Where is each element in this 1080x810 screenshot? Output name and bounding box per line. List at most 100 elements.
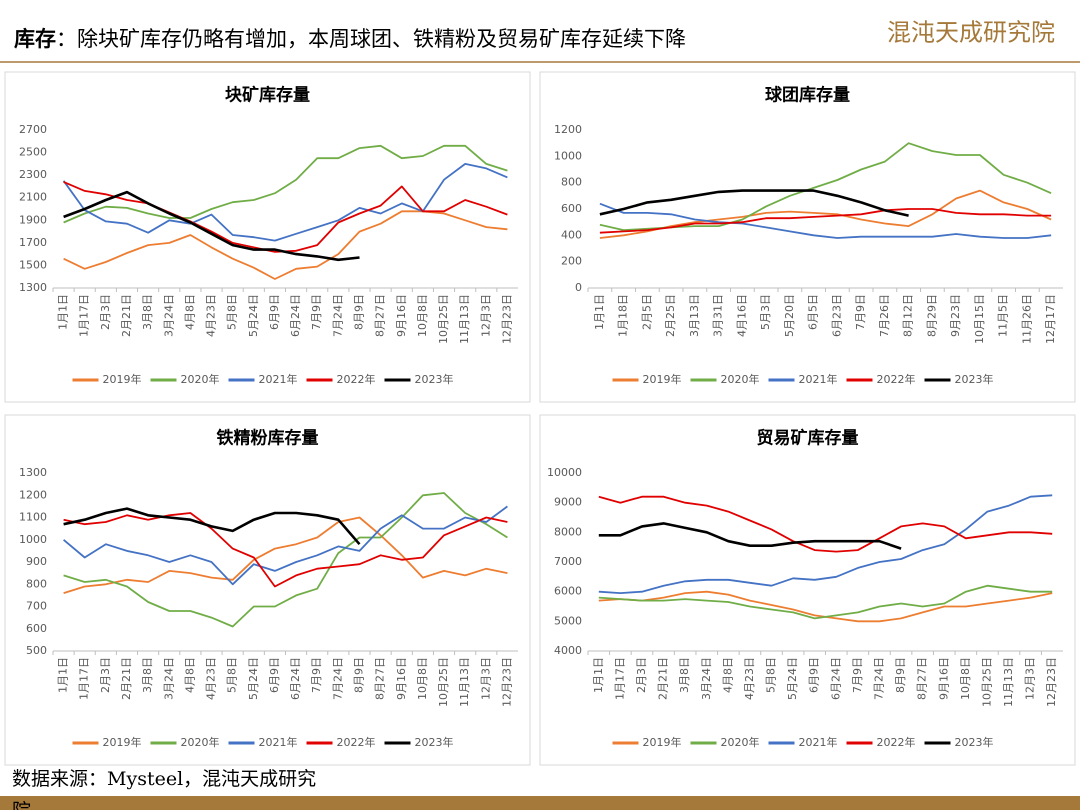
- y-tick-label: 6000: [554, 585, 582, 598]
- series-line: [599, 202, 1052, 239]
- y-tick-label: 800: [26, 577, 47, 590]
- x-tick-label: 6月5日: [807, 294, 820, 330]
- series-line: [63, 190, 360, 262]
- x-tick-label: 11月13日: [1002, 657, 1015, 707]
- x-tick-label: 4月23日: [205, 294, 218, 337]
- legend-label: 2022年: [877, 372, 916, 386]
- footer-cut: 院: [12, 800, 31, 810]
- x-tick-label: 5月8日: [765, 657, 778, 693]
- x-tick-label: 11月13日: [458, 657, 471, 707]
- y-tick-label: 1000: [19, 533, 47, 546]
- y-tick-label: 1100: [19, 511, 47, 524]
- x-tick-label: 2月21日: [120, 657, 133, 700]
- x-tick-label: 3月24日: [700, 657, 713, 700]
- x-tick-label: 6月9日: [808, 657, 821, 693]
- y-tick-label: 4000: [554, 644, 582, 657]
- x-tick-label: 7月24日: [872, 657, 885, 700]
- x-tick-label: 4月23日: [743, 657, 756, 700]
- x-tick-label: 1月17日: [613, 657, 626, 700]
- legend-label: 2019年: [103, 735, 142, 749]
- legend-label: 2019年: [643, 372, 682, 386]
- header-label: 库存: [14, 26, 56, 51]
- x-tick-label: 12月23日: [1045, 657, 1058, 707]
- x-tick-label: 10月25日: [437, 657, 450, 707]
- x-tick-label: 7月9日: [851, 657, 864, 693]
- x-tick-label: 3月31日: [712, 294, 725, 337]
- x-tick-label: 9月16日: [395, 294, 408, 337]
- y-tick-label: 600: [561, 202, 582, 215]
- panel: [4, 71, 531, 403]
- x-tick-label: 6月23日: [830, 294, 843, 337]
- x-tick-label: 10月8日: [416, 657, 429, 700]
- series-line: [598, 584, 1053, 620]
- x-tick-label: 3月24日: [162, 657, 175, 700]
- x-tick-label: 4月8日: [183, 657, 196, 693]
- x-tick-label: 11月5日: [997, 294, 1010, 337]
- logo: 混沌天成研究院: [887, 19, 1055, 47]
- legend-label: 2022年: [337, 372, 376, 386]
- x-tick-label: 5月8日: [226, 294, 239, 330]
- series-line: [598, 494, 1053, 594]
- series-line: [598, 495, 1053, 553]
- y-tick-label: 1200: [19, 488, 47, 501]
- x-tick-label: 12月3日: [479, 294, 492, 337]
- x-tick-label: 2月3日: [99, 657, 112, 693]
- x-tick-label: 6月24日: [289, 294, 302, 337]
- x-tick-label: 4月8日: [721, 657, 734, 693]
- legend-label: 2019年: [103, 372, 142, 386]
- x-tick-label: 5月24日: [247, 657, 260, 700]
- y-tick-label: 7000: [554, 555, 582, 568]
- x-tick-label: 5月20日: [783, 294, 796, 337]
- y-tick-label: 2700: [19, 123, 47, 136]
- x-tick-label: 1月18日: [617, 294, 630, 337]
- y-tick-label: 900: [26, 555, 47, 568]
- y-tick-label: 2100: [19, 191, 47, 204]
- series-line: [63, 512, 508, 588]
- x-tick-label: 2月25日: [664, 294, 677, 337]
- legend-label: 2021年: [799, 372, 838, 386]
- series-line: [63, 144, 508, 224]
- y-tick-label: 2300: [19, 168, 47, 181]
- x-tick-label: 8月27日: [916, 657, 929, 700]
- x-tick-label: 4月16日: [735, 294, 748, 337]
- x-tick-label: 3月13日: [688, 294, 701, 337]
- legend-label: 2020年: [181, 372, 220, 386]
- x-tick-label: 8月29日: [925, 294, 938, 337]
- x-tick-label: 6月24日: [829, 657, 842, 700]
- legend-label: 2021年: [259, 735, 298, 749]
- legend-label: 2020年: [181, 735, 220, 749]
- x-tick-label: 8月9日: [894, 657, 907, 693]
- x-tick-label: 9月16日: [937, 657, 950, 700]
- chart-title: 块矿库存量: [225, 85, 310, 106]
- series-line: [63, 507, 361, 546]
- x-tick-label: 6月9日: [268, 657, 281, 693]
- x-tick-label: 8月27日: [374, 294, 387, 337]
- series-line: [63, 492, 508, 628]
- y-tick-label: 600: [26, 622, 47, 635]
- header-text: ：除块矿库存仍略有增加，本周球团、铁精粉及贸易矿库存延续下降: [56, 27, 686, 51]
- x-tick-label: 11月13日: [458, 294, 471, 344]
- x-tick-label: 10月15日: [973, 294, 986, 344]
- y-tick-label: 1200: [554, 123, 582, 136]
- legend-label: 2023年: [955, 372, 994, 386]
- x-tick-label: 5月3日: [759, 294, 772, 330]
- y-tick-label: 1300: [19, 281, 47, 294]
- x-tick-label: 7月26日: [878, 294, 891, 337]
- x-tick-label: 3月8日: [678, 657, 691, 693]
- x-tick-label: 5月8日: [226, 657, 239, 693]
- x-tick-label: 1月1日: [57, 294, 70, 330]
- chart-title: 球团库存量: [765, 85, 850, 106]
- x-tick-label: 8月9日: [352, 294, 365, 330]
- x-tick-label: 10月8日: [959, 657, 972, 700]
- x-tick-label: 4月23日: [205, 657, 218, 700]
- series-line: [599, 208, 1052, 234]
- legend-label: 2023年: [415, 372, 454, 386]
- series-line: [63, 505, 508, 586]
- x-tick-label: 3月8日: [141, 657, 154, 693]
- legend-label: 2019年: [643, 735, 682, 749]
- x-tick-label: 3月8日: [141, 294, 154, 330]
- x-tick-label: 1月1日: [593, 294, 606, 330]
- x-tick-label: 12月3日: [1024, 657, 1037, 700]
- panel: [539, 414, 1076, 766]
